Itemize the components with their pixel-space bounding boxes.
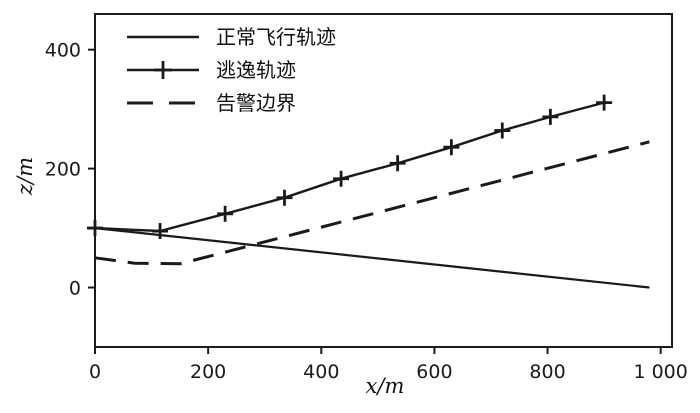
plus-marker	[596, 94, 613, 111]
legend-label-escape-trajectory: 逃逸轨迹	[216, 58, 296, 82]
series-line-1	[94, 101, 605, 233]
y-tick-label: 400	[45, 40, 81, 62]
legend-item-normal-trajectory: 正常飞行轨迹	[124, 24, 336, 50]
x-tick-label: 200	[190, 361, 226, 383]
plus-marker	[276, 189, 293, 206]
x-tick-label: 0	[89, 361, 101, 383]
plus-marker	[389, 155, 406, 172]
series-line-2	[94, 140, 650, 266]
plot-border	[94, 13, 673, 348]
legend-label-normal-trajectory: 正常飞行轨迹	[216, 25, 336, 49]
legend-item-escape-trajectory: 逃逸轨迹	[124, 57, 336, 83]
legend-item-warning-boundary: 告警边界	[124, 90, 336, 116]
plus-marker	[217, 205, 234, 222]
legend-plus-line-icon	[127, 61, 199, 79]
x-tick-label: 600	[416, 361, 452, 383]
x-tick-label: 800	[529, 361, 565, 383]
series-line-0	[94, 227, 650, 289]
legend-label-warning-boundary: 告警边界	[216, 91, 296, 115]
legend-solid-line-icon	[127, 35, 199, 39]
plus-marker	[494, 122, 511, 139]
plus-marker	[542, 108, 559, 125]
legend-dashed-line-icon	[127, 101, 199, 105]
y-tick-label: 0	[69, 278, 81, 300]
plus-marker	[87, 220, 103, 237]
plus-marker	[152, 223, 169, 240]
x-axis-label: x/m	[365, 374, 405, 398]
legend: 正常飞行轨迹 逃逸轨迹 告警边界	[124, 24, 336, 116]
plus-marker	[333, 170, 350, 187]
x-tick-label: 1 000	[633, 361, 687, 383]
x-tick-label: 400	[303, 361, 339, 383]
y-axis-label: z/m	[13, 156, 38, 196]
plus-marker	[443, 139, 460, 156]
y-tick-label: 200	[45, 159, 81, 181]
